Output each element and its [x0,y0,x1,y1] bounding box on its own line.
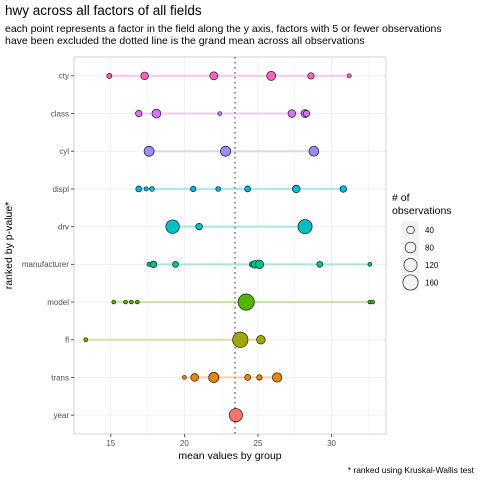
point-class [303,110,311,118]
y-tick-label: fl [65,336,69,345]
x-tick-label: 30 [327,439,336,448]
point-displ [149,186,155,192]
chart-subtitle-line-1: each point represents a factor in the fi… [5,23,442,35]
point-cty [307,72,315,80]
point-model [111,299,116,305]
point-fl [232,331,249,348]
point-manufacturer [149,260,158,268]
point-displ [143,186,149,192]
point-cyl [220,145,231,157]
chart-subtitle-line-2: have been excluded the dotted line is th… [5,35,365,47]
point-cty [209,71,219,81]
point-fl [256,335,266,345]
x-axis-title: mean values by group [178,450,281,462]
chart-subtitle: each point represents a factor in the fi… [5,23,475,47]
x-tick-label: 15 [106,439,115,448]
legend-key-bg [402,256,419,274]
point-model [123,299,128,305]
y-tick-label: trans [51,373,69,382]
y-tick-label: manufacturer [22,260,69,269]
point-cyl [308,146,320,157]
y-tick-label: class [51,109,69,118]
point-displ [135,185,143,193]
point-drv [297,219,313,235]
point-model [135,299,140,305]
point-displ [244,185,251,193]
point-manufacturer [172,261,179,268]
point-displ [292,184,301,194]
chart-caption: * ranked using Kruskal-Wallis test [347,465,474,475]
point-trans [256,374,263,381]
legend-key-circle [403,258,418,272]
x-tick-label: 20 [180,439,189,448]
legend-key-circle [406,225,415,235]
y-axis-title: ranked by p-value* [3,202,15,290]
legend-title-line-1: # of [392,192,410,204]
y-tick-label: cty [59,72,69,81]
y-tick-label: drv [58,222,69,231]
point-displ [215,186,221,192]
point-manufacturer [316,261,324,268]
point-displ [339,185,347,193]
point-drv [165,219,180,234]
point-trans [208,372,220,383]
point-model [129,299,134,305]
legend-label: 80 [425,244,434,253]
legend-label: 160 [425,279,439,288]
point-fl [83,337,88,342]
point-manufacturer [367,262,373,267]
point-cty [106,72,113,79]
point-cyl [143,145,155,157]
y-tick-label: displ [53,185,70,194]
point-cty [266,70,277,81]
chart-title: hwy across all factors of all fields [5,3,202,18]
legend-title-line-2: observations [392,205,452,217]
legend-label: 40 [425,226,434,235]
point-cty [346,73,352,79]
point-trans [244,374,251,381]
x-tick-label: 25 [254,439,263,448]
legend-key-bg [402,221,419,239]
legend-key-bg [402,239,419,256]
point-class [151,108,162,119]
point-model [237,293,255,311]
point-trans [182,375,187,380]
point-displ [190,185,197,192]
legend-key-circle [404,241,417,254]
point-drv [195,223,203,231]
point-trans [272,372,283,383]
legend-label: 120 [425,261,439,270]
point-class [217,111,222,116]
y-tick-label: year [53,411,69,420]
point-year [228,408,243,423]
point-manufacturer [254,259,265,269]
y-tick-label: model [47,298,69,307]
point-trans [190,373,199,382]
y-tick-label: cyl [59,147,69,156]
point-class [287,109,296,118]
plot-border [73,56,387,435]
plot-panel [74,57,386,434]
point-model [370,299,375,305]
point-cty [140,71,149,80]
legend-key-bg [402,274,419,291]
point-class [135,110,143,118]
legend-key-circle [402,274,419,291]
